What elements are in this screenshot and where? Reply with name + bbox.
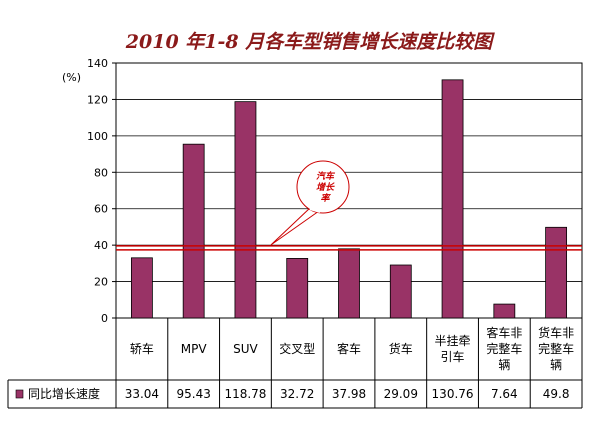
y-tick-label: 60 [94,203,108,216]
category-label-line: SUV [233,342,258,356]
category-label-line: 客车非 [486,325,522,340]
annotation-callout: 汽车增长率 [270,160,350,246]
category-label-line: 交叉型 [279,341,315,356]
legend-label: 同比增长速度 [28,386,100,401]
bar [234,101,257,319]
category-label-line: 货车 [389,341,413,356]
callout-joint [309,208,321,213]
category-label: MPV [181,342,208,356]
callout-pointer [270,206,320,246]
category-label-line: 辆 [550,358,562,372]
bar [493,303,516,319]
callout-bubble [296,160,350,214]
category-label-line: 半挂牵 [435,334,471,348]
category-label-line: 客车 [337,341,361,356]
category-label: 轿车 [130,341,154,356]
callout-text-line: 汽车 [316,171,336,182]
value-label: 49.8 [543,387,570,401]
callout-text: 汽车增长率 [316,171,336,204]
value-label: 29.09 [384,387,418,401]
y-axis-unit: (%) [62,71,81,84]
bar [130,257,153,319]
category-label-line: 完整车 [538,341,574,356]
category-label-line: 货车非 [538,325,574,340]
callout-text-line: 增长 [316,182,335,193]
callout-text-line: 率 [320,193,331,204]
y-tick-label: 20 [94,276,108,289]
reference-line-layer [116,245,582,251]
category-label: 货车非完整车辆 [538,325,574,372]
bar [389,264,412,319]
y-tick-label: 100 [87,130,108,143]
value-label: 95.43 [176,387,210,401]
category-label: 客车 [337,341,361,356]
bar [545,226,568,319]
bar [182,143,205,319]
category-label-line: 完整车 [486,341,522,356]
category-label: 客车非完整车辆 [486,325,522,372]
y-tick-label: 120 [87,93,108,106]
y-axis: 0 20 40 60 80 100 120 140 (%) [62,57,116,325]
category-label-line: MPV [181,342,208,356]
bar [441,79,464,319]
value-label: 7.64 [491,387,518,401]
y-tick-label: 40 [94,239,108,252]
bars [130,79,568,319]
category-label-line: 引车 [441,349,465,364]
category-label-line: 辆 [498,358,510,372]
legend-swatch [15,389,24,399]
value-label: 118.78 [224,387,266,401]
value-label: 130.76 [432,387,474,401]
category-label: 半挂牵引车 [435,334,471,364]
y-tick-label: 80 [94,166,108,179]
chart-title: 2010 年1-8 月各车型销售增长速度比较图 [125,31,495,53]
category-label: 交叉型 [279,341,315,356]
bar [338,248,360,319]
category-label: SUV [233,342,258,356]
category-label: 货车 [389,341,413,356]
value-label: 37.98 [332,387,366,401]
bar [286,258,309,319]
category-label-line: 轿车 [130,341,154,356]
value-label: 33.04 [125,387,159,401]
value-label: 32.72 [280,387,314,401]
y-tick-label: 0 [101,312,108,325]
y-tick-label: 140 [87,57,108,70]
